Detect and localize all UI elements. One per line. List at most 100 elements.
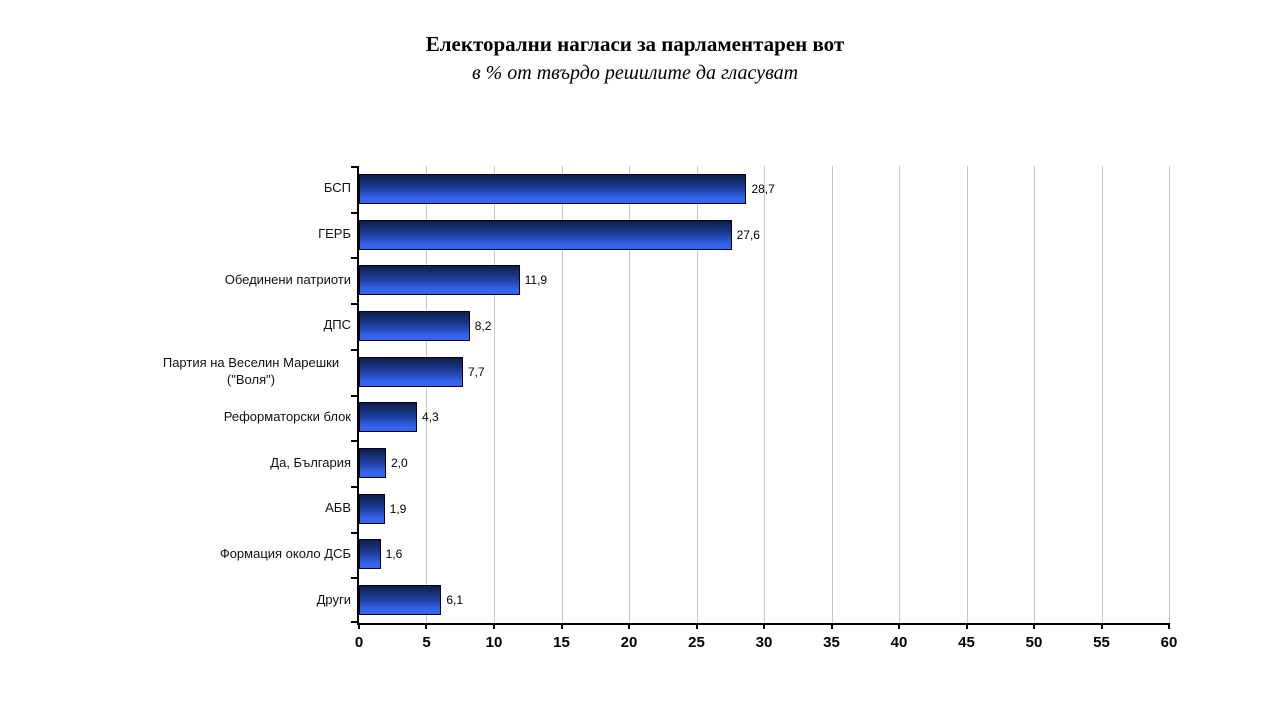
value-label: 1,9 (389, 501, 407, 516)
category-label: Формация около ДСБ (136, 532, 351, 578)
value-label: 8,2 (474, 318, 492, 333)
bar-row: АБВ 1,9 (325, 486, 1169, 532)
gridline (1169, 166, 1170, 623)
x-axis-tick (897, 623, 900, 629)
gridline (696, 166, 698, 623)
y-axis-tick (351, 166, 357, 168)
bar (359, 585, 442, 616)
category-label: ДПС (136, 303, 351, 349)
category-label: Реформаторски блок (136, 395, 351, 441)
x-axis-tick-label: 35 (823, 634, 840, 651)
x-axis-tick-label: 5 (422, 634, 431, 651)
category-label-text: БСП (323, 180, 351, 196)
gridline (426, 166, 428, 623)
x-axis-tick (358, 623, 360, 629)
value-label: 11,9 (524, 273, 548, 288)
x-axis-tick (1033, 623, 1035, 629)
x-axis-tick (763, 623, 765, 629)
category-label-text: ГЕРБ (318, 226, 351, 242)
x-axis-tick (560, 623, 563, 629)
x-axis-tick (965, 623, 968, 629)
x-axis-tick-label: 60 (1160, 634, 1178, 651)
category-label-text: Реформаторски блок (223, 408, 351, 424)
category-label-text: Да, България (270, 454, 351, 470)
bar (359, 265, 520, 296)
y-axis-tick (351, 577, 357, 580)
category-label-text: Партия на Веселин Марешки ("Воля") (162, 354, 340, 387)
x-axis-tick-label: 20 (620, 634, 638, 651)
x-axis-tick (425, 623, 428, 629)
x-axis-tick-label: 0 (354, 634, 364, 651)
value-label: 6,1 (446, 593, 464, 608)
gridline (1101, 166, 1103, 623)
bar-row: Да, България 2,0 (270, 440, 1169, 486)
y-axis-tick (351, 485, 357, 488)
y-axis-line (357, 166, 359, 623)
gridline (561, 166, 563, 623)
x-axis-tick (830, 623, 833, 629)
gridline (966, 166, 968, 623)
gridline (898, 166, 900, 623)
bar (359, 173, 747, 204)
bar-row: Обединени патриоти 11,9 (225, 257, 1169, 303)
category-label-text: Обединени патриоти (224, 271, 351, 287)
plot-area: БСП 28,7 ГЕРБ 27,6 Обединени патриоти 11,9 ДПС… (163, 166, 1177, 651)
bar-row: ДПС 8,2 (323, 303, 1169, 349)
bar-row: Реформаторски блок 4,3 (224, 395, 1169, 441)
gridline (493, 166, 495, 623)
gridline (628, 166, 630, 623)
category-label: БСП (136, 166, 351, 212)
y-axis-tick (351, 531, 357, 534)
value-label: 2,0 (391, 456, 408, 471)
bar-row: Формация около ДСБ 1,6 (220, 532, 1169, 578)
bar-row: Партия на Веселин Марешки ("Воля") 7,7 (163, 349, 1169, 395)
category-label-text: АБВ (325, 500, 351, 516)
chart-title: Електорални нагласи за парламентарен вот (425, 32, 845, 56)
bar-row: БСП 28,7 (324, 166, 1169, 212)
category-label: Други (136, 577, 351, 623)
category-label-text: ДПС (323, 317, 351, 333)
y-axis-tick (351, 211, 357, 214)
value-label: 27,6 (736, 227, 760, 242)
x-axis-tick (1100, 623, 1103, 629)
gridline (764, 166, 765, 623)
bar (359, 219, 732, 250)
y-axis-tick (351, 303, 357, 306)
bar (359, 493, 385, 524)
bar (359, 448, 386, 479)
bar (359, 356, 463, 387)
category-label: Партия на Веселин Марешки ("Воля") (136, 349, 351, 395)
x-axis-tick-label: 25 (688, 634, 705, 651)
x-axis-tick-label: 50 (1025, 634, 1043, 651)
x-axis-tick-label: 40 (890, 634, 908, 651)
x-axis-tick-label: 55 (1093, 634, 1110, 651)
category-label-text: Формация около ДСБ (219, 545, 351, 561)
x-axis-tick (492, 623, 495, 629)
category-label: Да, България (136, 440, 351, 486)
bar (359, 539, 381, 570)
y-axis-tick (351, 257, 357, 260)
chart-subtitle: в % от твърдо решилите да гласуват (471, 62, 799, 84)
x-axis-tick (1168, 623, 1170, 629)
bar-row: Други 6,1 (317, 577, 1169, 623)
y-axis-tick (351, 348, 357, 351)
x-axis-tick-label: 15 (553, 634, 570, 651)
y-axis-tick (351, 394, 357, 397)
value-label: 28,7 (751, 181, 775, 196)
y-axis-tick (351, 621, 357, 623)
category-label: Обединени патриоти (136, 257, 351, 303)
x-axis-tick-label: 30 (755, 634, 773, 651)
x-axis-tick-label: 45 (958, 634, 975, 651)
category-label-text: Други (316, 591, 351, 607)
x-axis-tick (627, 623, 630, 629)
category-label: ГЕРБ (136, 212, 351, 258)
x-axis-tick (695, 623, 698, 629)
y-axis-tick (351, 440, 357, 443)
x-axis-tick-label: 10 (485, 634, 503, 651)
value-label: 1,6 (385, 547, 403, 562)
gridline (831, 166, 833, 623)
gridline (1034, 166, 1035, 623)
value-label: 7,7 (467, 364, 485, 379)
bar (359, 310, 470, 341)
